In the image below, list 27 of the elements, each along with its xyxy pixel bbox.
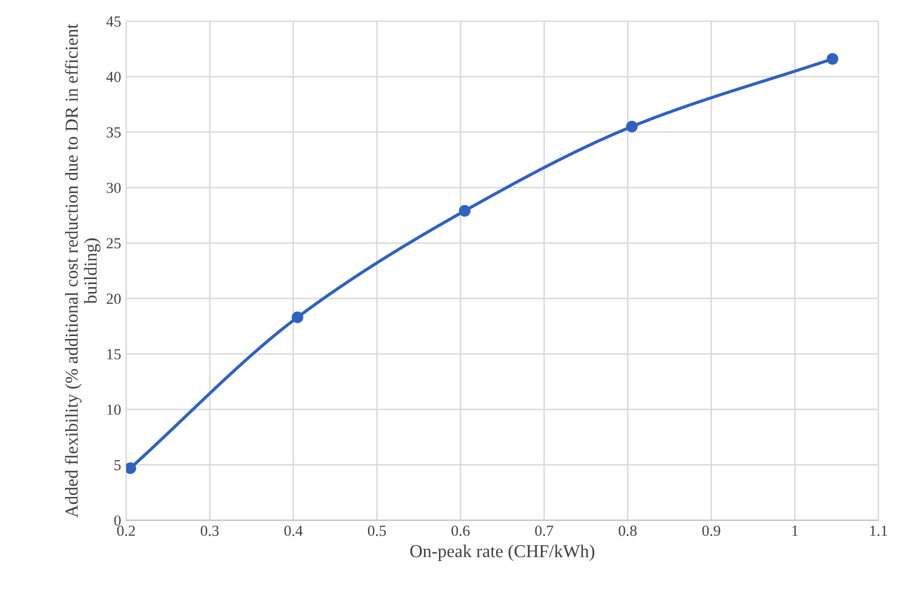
point: [826, 53, 838, 65]
x-tick-label: 0.3: [200, 526, 219, 536]
point: [292, 312, 304, 324]
point: [626, 120, 638, 132]
x-tick-label: 0.8: [618, 526, 637, 536]
x-tick-label: 0.9: [702, 526, 720, 536]
x-axis-title: On-peak rate (CHF/kWh): [410, 544, 594, 561]
point: [458, 205, 470, 217]
x-tick-label: 0.2: [117, 526, 135, 536]
y-tick-label: 25: [106, 238, 121, 248]
x-tick-label: 1: [792, 526, 798, 536]
y-tick-label: 20: [106, 294, 121, 304]
y-tick-label: 15: [107, 349, 121, 360]
y-tick-label: 0: [114, 515, 121, 526]
y-tick-label: 35: [106, 127, 121, 138]
x-tick-label: 1.1: [870, 526, 888, 536]
y-tick-label: 5: [114, 460, 121, 470]
x-tick-label: 0.7: [535, 526, 554, 536]
point: [126, 462, 136, 474]
y-tick-label: 30: [106, 182, 121, 193]
x-tick-label: 0.5: [368, 526, 386, 536]
y-axis-title: Added flexibility (% additional cost reduction due to DR in efficient building): [64, 24, 100, 518]
y-tick-label: 10: [107, 404, 121, 415]
x-tick-label: 0.6: [452, 526, 470, 536]
x-tick-label: 0.4: [284, 526, 303, 536]
y-tick-label: 40: [106, 72, 121, 82]
y-tick-label: 45: [106, 16, 121, 27]
